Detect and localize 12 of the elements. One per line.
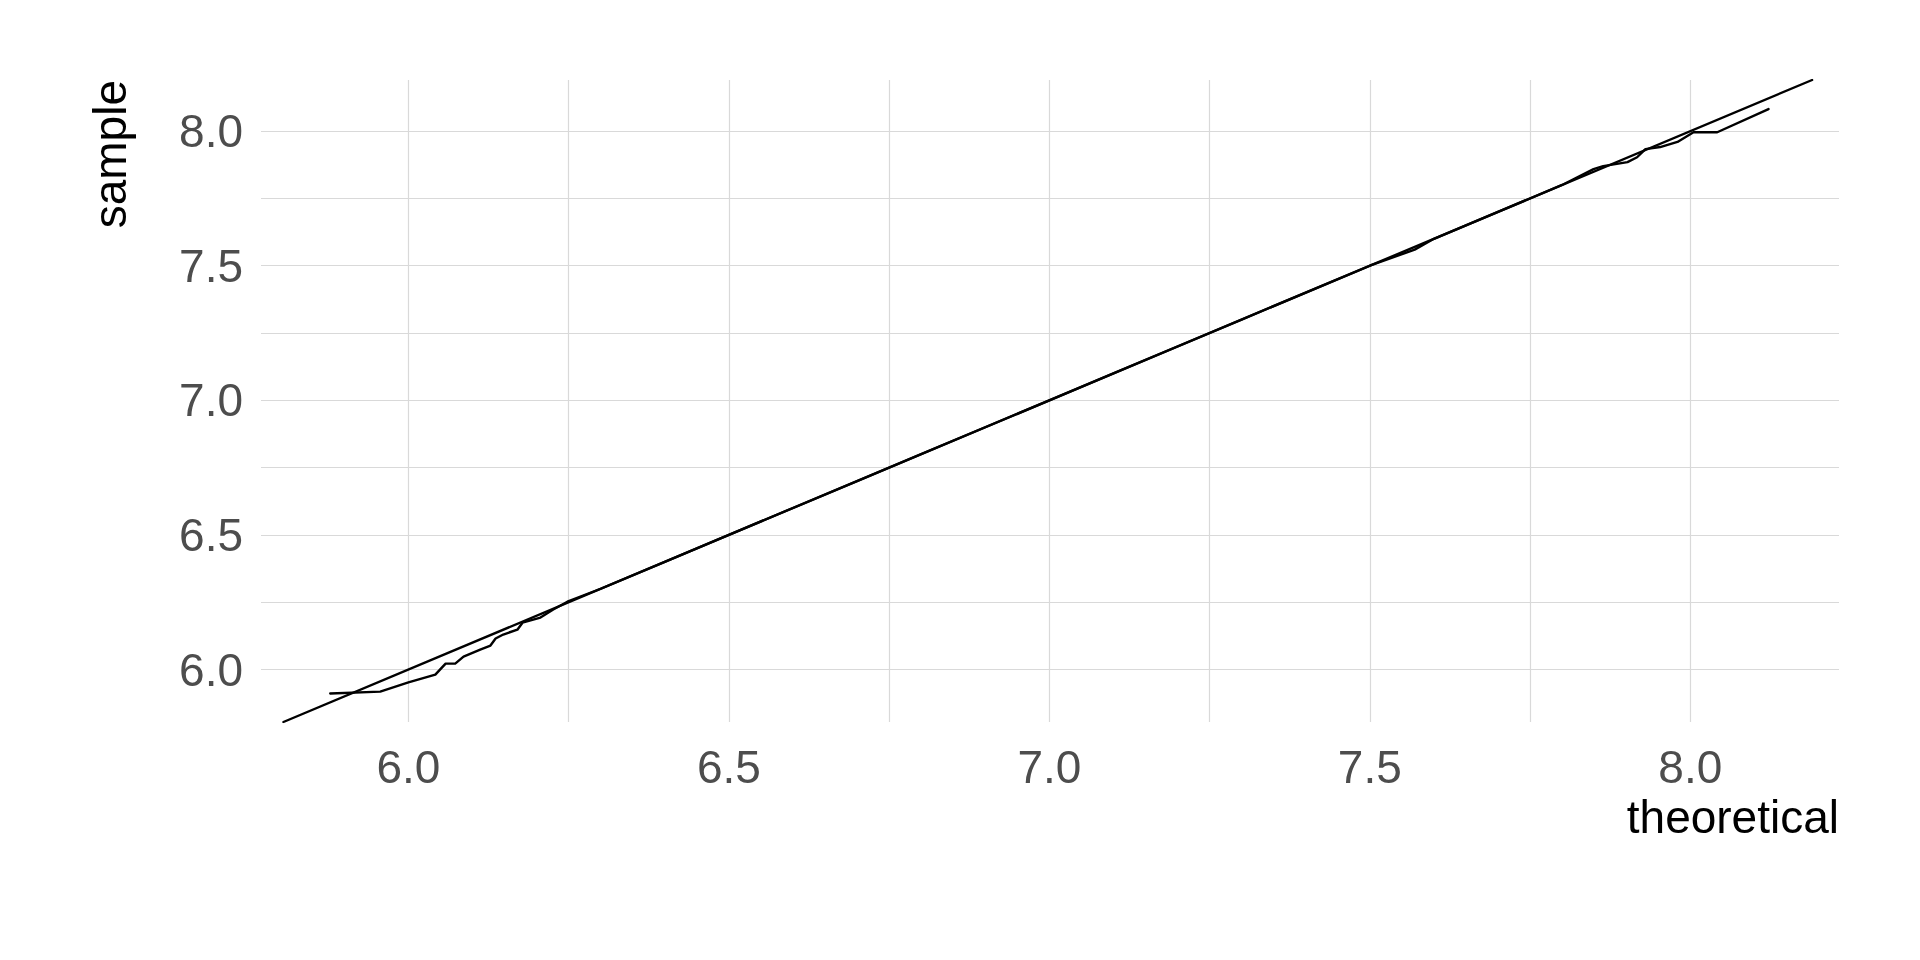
y-tick-label: 7.0 xyxy=(179,374,243,427)
x-axis-title: theoretical xyxy=(1626,791,1839,843)
y-axis-title: sample xyxy=(84,80,136,229)
x-tick-label: 7.0 xyxy=(1017,741,1082,793)
x-tick-label: 6.5 xyxy=(696,741,761,793)
x-tick-label: 8.0 xyxy=(1658,741,1723,793)
y-tick-label: 8.0 xyxy=(179,105,243,158)
y-tick-label: 6.5 xyxy=(179,508,243,561)
y-tick-label: 6.0 xyxy=(179,643,243,696)
x-tick-label: 7.5 xyxy=(1337,741,1402,793)
x-tick-label: 6.0 xyxy=(376,741,441,793)
y-tick-label: 7.5 xyxy=(179,239,243,292)
